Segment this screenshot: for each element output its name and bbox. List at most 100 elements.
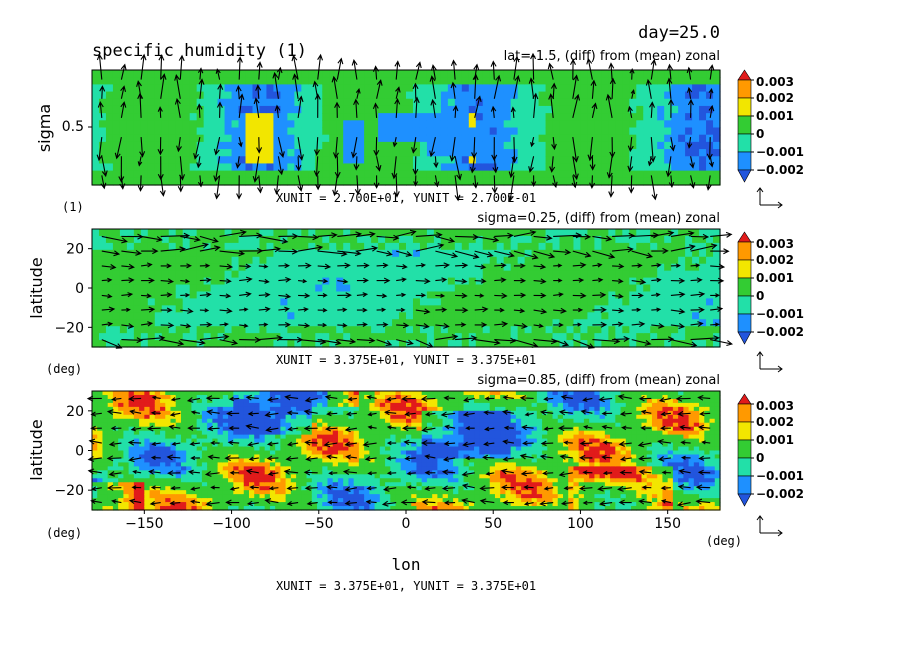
heatmap-cell (285, 434, 292, 440)
heatmap-cell (238, 305, 247, 313)
heatmap-cell (238, 84, 247, 93)
heatmap-cell (692, 298, 700, 306)
wind-vector (631, 250, 654, 259)
wind-vector (415, 308, 431, 315)
heatmap-cell (154, 506, 161, 511)
heatmap-cell (468, 98, 477, 107)
heatmap-cell (196, 141, 205, 150)
heatmap-cell (259, 77, 268, 85)
wind-vector (631, 263, 643, 268)
heatmap-cell (594, 70, 602, 78)
heatmap-cell (311, 474, 318, 479)
heatmap-cell (118, 462, 124, 467)
heatmap-cell (503, 177, 512, 186)
heatmap-cell (273, 249, 281, 258)
heatmap-cell (713, 235, 721, 244)
heatmap-cell (175, 235, 184, 244)
wind-vector (412, 156, 419, 176)
heatmap-cell (140, 277, 149, 286)
wind-vector (331, 75, 338, 99)
colorbar-label: 0.003 (756, 75, 794, 89)
heatmap-cell (212, 490, 219, 495)
heatmap-cell (273, 270, 281, 279)
heatmap-cell (203, 263, 212, 272)
heatmap-cell (587, 319, 595, 327)
heatmap-cell (275, 494, 281, 499)
heatmap-cell (364, 105, 372, 114)
heatmap-cell (308, 277, 316, 286)
heatmap-cell (685, 256, 693, 265)
heatmap-cell (426, 229, 435, 237)
heatmap-cell (510, 229, 519, 237)
heatmap-cell (238, 430, 245, 436)
heatmap-cell (587, 134, 595, 143)
heatmap-cell (245, 249, 254, 258)
heatmap-cell (105, 105, 114, 114)
heatmap-cell (175, 177, 184, 186)
heatmap-cell (92, 298, 100, 306)
heatmap-cell (123, 486, 130, 491)
heatmap-cell (102, 462, 109, 467)
heatmap-cell (275, 426, 281, 432)
heatmap-cell (203, 163, 212, 172)
heatmap-cell (233, 466, 240, 471)
heatmap-cell (399, 77, 407, 85)
heatmap-cell (301, 430, 308, 436)
heatmap-cell (336, 70, 344, 78)
heatmap-cell (636, 70, 644, 78)
heatmap-cell (357, 91, 365, 100)
heatmap-cell (643, 242, 651, 251)
heatmap-cell (259, 422, 266, 428)
heatmap-cell (601, 134, 609, 143)
wind-vector (415, 278, 431, 285)
wind-vector (631, 321, 646, 328)
heatmap-cell (601, 242, 609, 251)
heatmap-cell (545, 340, 554, 348)
heatmap-cell (161, 91, 170, 100)
heatmap-cell (107, 426, 114, 432)
heatmap-cell (357, 305, 365, 313)
heatmap-cell (287, 284, 295, 293)
wind-vector (666, 63, 673, 80)
heatmap-cell (454, 134, 463, 143)
heatmap-cell (139, 402, 145, 408)
heatmap-cell (664, 141, 672, 150)
heatmap-cell (580, 134, 589, 143)
heatmap-cell (266, 120, 275, 129)
heatmap-cell (419, 134, 428, 143)
heatmap-cell (517, 312, 526, 320)
heatmap-cell (622, 249, 630, 258)
heatmap-cell (175, 458, 182, 463)
heatmap-cell (107, 506, 114, 511)
heatmap-cell (112, 454, 119, 460)
heatmap-cell (182, 270, 191, 279)
heatmap-cell (275, 391, 281, 396)
heatmap-cell (254, 490, 261, 495)
heatmap-cell (266, 105, 275, 114)
wind-vector (337, 323, 348, 328)
heatmap-cell (615, 156, 623, 165)
heatmap-cell (217, 418, 224, 424)
heatmap-cell (650, 298, 658, 306)
heatmap-cell (203, 141, 212, 150)
heatmap-cell (322, 270, 330, 279)
heatmap-cell (154, 462, 161, 467)
heatmap-cell (217, 430, 224, 436)
heatmap-cell (203, 105, 212, 114)
wind-vector (101, 156, 108, 178)
heatmap-cell (207, 486, 213, 491)
heatmap-cell (496, 263, 505, 272)
heatmap-cell (412, 270, 421, 279)
heatmap-cell (664, 319, 672, 327)
wind-vector (631, 339, 652, 346)
heatmap-cell (275, 430, 281, 436)
heatmap-cell (285, 430, 292, 436)
heatmap-cell (461, 298, 470, 306)
heatmap-cell (503, 156, 512, 165)
heatmap-cell (154, 398, 161, 404)
heatmap-cell (128, 442, 135, 448)
heatmap-cell (105, 77, 114, 85)
heatmap-cell (412, 156, 421, 165)
heatmap-cell (538, 340, 547, 348)
wind-vector (490, 60, 497, 80)
